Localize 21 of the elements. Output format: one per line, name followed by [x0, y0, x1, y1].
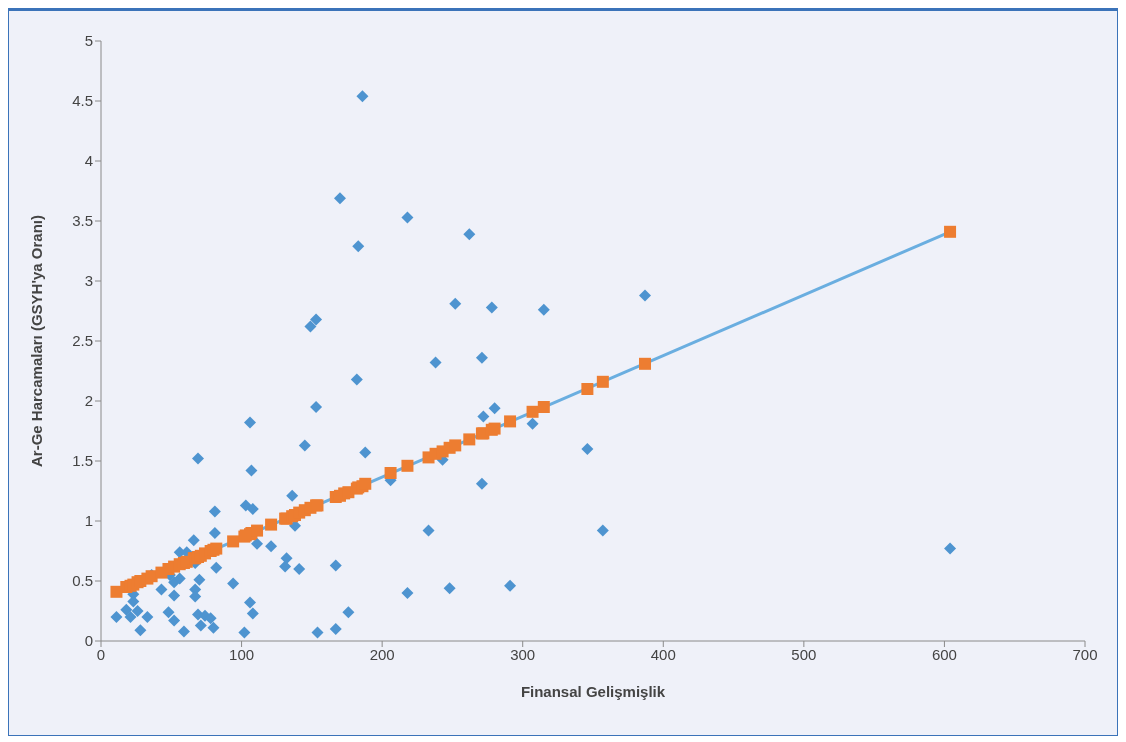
y-tick-label: 5 — [84, 32, 93, 50]
x-tick-label: 700 — [1072, 645, 1098, 663]
x-axis-title: Finansal Gelişmişlik — [520, 683, 666, 700]
y-tick-label: 0 — [84, 632, 93, 650]
x-tick-label: 300 — [510, 645, 536, 663]
x-tick-label: 400 — [650, 645, 676, 663]
x-tick-label: 600 — [931, 645, 957, 663]
x-tick-label: 500 — [791, 645, 817, 663]
y-tick-label: 1 — [84, 512, 93, 530]
y-tick-label: 2.5 — [72, 332, 93, 350]
x-tick-label: 100 — [229, 645, 255, 663]
y-tick-label: 3 — [84, 272, 93, 290]
x-tick-label: 0 — [96, 645, 106, 663]
y-tick-label: 1.5 — [72, 452, 93, 470]
y-tick-label: 3.5 — [72, 212, 93, 230]
y-tick-label: 4.5 — [72, 92, 93, 110]
y-tick-label: 4 — [84, 152, 93, 170]
y-tick-label: 0.5 — [72, 572, 93, 590]
y-axis-title: Ar-Ge Harcamaları (GSYH'ya Oranı) — [28, 215, 46, 467]
x-tick-label: 200 — [369, 645, 395, 663]
y-tick-label: 2 — [84, 392, 93, 410]
